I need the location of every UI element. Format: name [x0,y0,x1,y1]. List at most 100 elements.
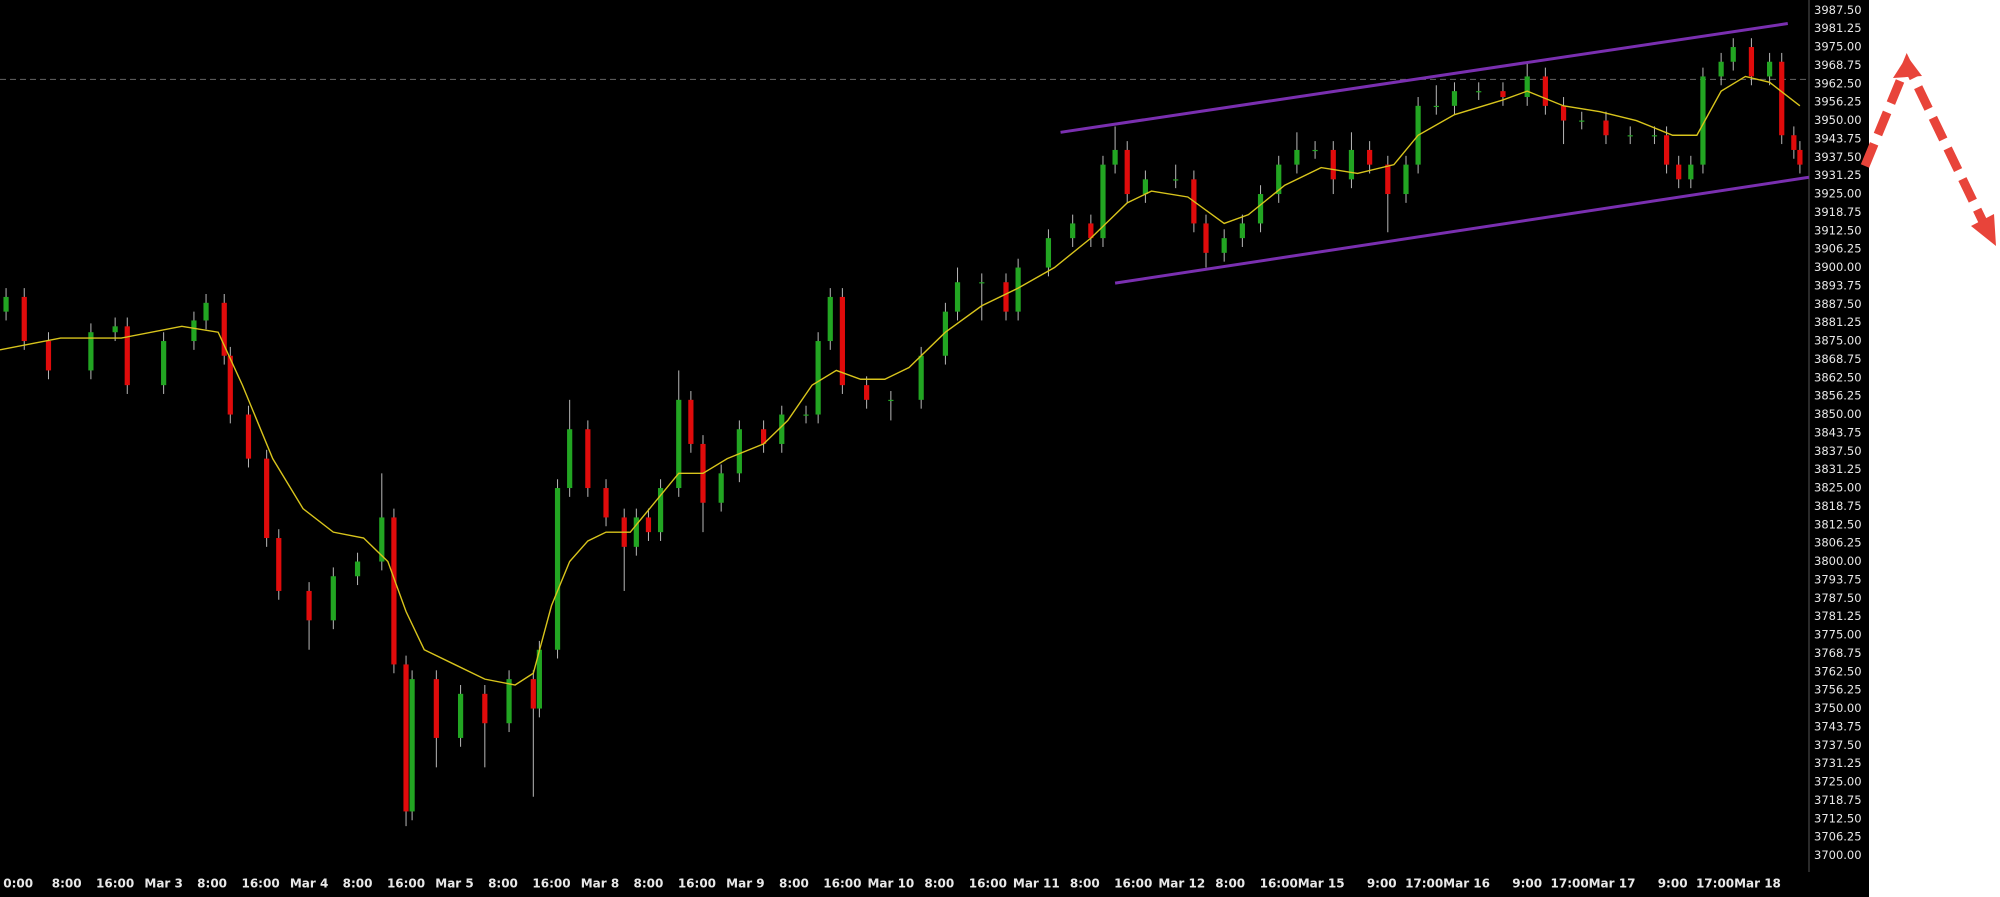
y-tick-label: 3725.00 [1814,775,1862,789]
candle-body [1476,91,1482,93]
y-tick-label: 3925.00 [1814,187,1862,201]
y-tick-label: 3862.50 [1814,370,1862,384]
candle-body [803,414,809,416]
y-tick-label: 3812.50 [1814,517,1862,531]
x-tick-label: 9:00 [1512,877,1542,891]
candle-body [1500,91,1506,98]
candle-body [1700,76,1706,165]
y-tick-label: 3900.00 [1814,260,1862,274]
x-tick-label: 16:00 [241,877,279,891]
y-tick-label: 3918.75 [1814,205,1862,219]
candle-body [1433,105,1439,108]
candle-body [1348,149,1355,180]
candle-body [1112,149,1118,165]
x-tick-label: 9:00 [1658,877,1688,891]
x-tick-label: 16:00 [969,877,1007,891]
x-tick-label: 16:00 [532,877,570,891]
x-tick-label: 16:00 [1260,877,1298,891]
x-tick-label: 8:00 [1215,877,1245,891]
y-tick-label: 3756.25 [1814,683,1862,697]
x-tick-label: 8:00 [488,877,518,891]
y-tick-label: 3793.75 [1814,572,1862,586]
candle-body [918,355,924,400]
candle-body [1651,135,1658,137]
candle-body [203,302,209,321]
candle-body [676,399,682,489]
x-tick-label: 9:00 [1367,877,1397,891]
y-tick-label: 3762.50 [1814,664,1862,678]
candle-body [1748,47,1755,77]
candle-body [779,414,785,444]
candle-body [718,473,724,503]
candle-body [457,693,464,738]
candle-body [227,355,233,415]
candle-body [1003,282,1009,312]
candle-body [530,679,536,709]
candle-body [1451,91,1458,106]
candle-body [1239,223,1245,239]
candle-body [1173,179,1179,181]
y-tick-label: 3750.00 [1814,701,1862,715]
candle-body [124,326,130,386]
y-tick-label: 3981.25 [1814,21,1862,35]
candle-body [403,664,409,812]
candle-body [1100,164,1106,239]
x-tick-label: Mar 8 [581,877,619,891]
y-tick-label: 3893.75 [1814,278,1862,292]
candle-body [409,679,415,812]
candle-body [657,488,664,533]
trend-channel-line [1060,22,1789,134]
x-tick-label: 8:00 [779,877,809,891]
y-tick-label: 3937.50 [1814,150,1862,164]
forecast-arrow-head [1971,214,1996,246]
candle-body [1088,223,1094,239]
candle-body [1603,120,1609,136]
x-tick-label: Mar 10 [867,877,914,891]
candle-body [888,399,894,402]
candle-body [585,429,591,489]
candle-body [1767,61,1773,77]
x-tick-label: 16:00 [96,877,134,891]
candle-body [1257,194,1264,224]
y-tick-label: 3968.75 [1814,58,1862,72]
y-tick-label: 3768.75 [1814,646,1862,660]
candle-body [1203,223,1209,253]
x-tick-label: Mar 12 [1158,877,1205,891]
candle-body [506,679,512,724]
y-tick-label: 3875.00 [1814,334,1862,348]
y-tick-label: 3881.25 [1814,315,1862,329]
candle-body [1045,238,1052,268]
candle-body [191,320,197,342]
candle-body [1142,179,1148,195]
y-tick-label: 3868.75 [1814,352,1862,366]
y-tick-label: 3856.25 [1814,389,1862,403]
x-tick-label: 8:00 [924,877,954,891]
y-tick-label: 3706.25 [1814,830,1862,844]
candle-body [1779,61,1785,136]
forecast-arrow-path [1860,52,1991,230]
candle-body [815,341,821,415]
x-tick-label: 8:00 [634,877,664,891]
candle-body [1791,135,1797,150]
x-tick-label: 16:00 [678,877,716,891]
candle-body [1015,267,1021,312]
candle-body [942,311,949,356]
y-tick-label: 3712.50 [1814,811,1862,825]
x-tick-label: 16:00 [1114,877,1152,891]
y-tick-label: 3806.25 [1814,536,1862,550]
x-tick-label: Mar 4 [290,877,328,891]
candle-body [1676,164,1682,180]
x-tick-label: 17:00 [1551,877,1589,891]
x-tick-label: 8:00 [343,877,373,891]
x-tick-label: Mar 16 [1443,877,1490,891]
y-tick-label: 3843.75 [1814,425,1862,439]
candle-body [554,488,561,650]
axis-labels: 3700.00 3706.25 3712.50 3718.75 3725.00 3731.… [3,3,1861,891]
y-tick-label: 3718.75 [1814,793,1862,807]
candle-body [482,693,488,724]
candle-body [645,517,652,533]
x-tick-label: Mar 11 [1013,877,1060,891]
candle-body [736,429,742,474]
